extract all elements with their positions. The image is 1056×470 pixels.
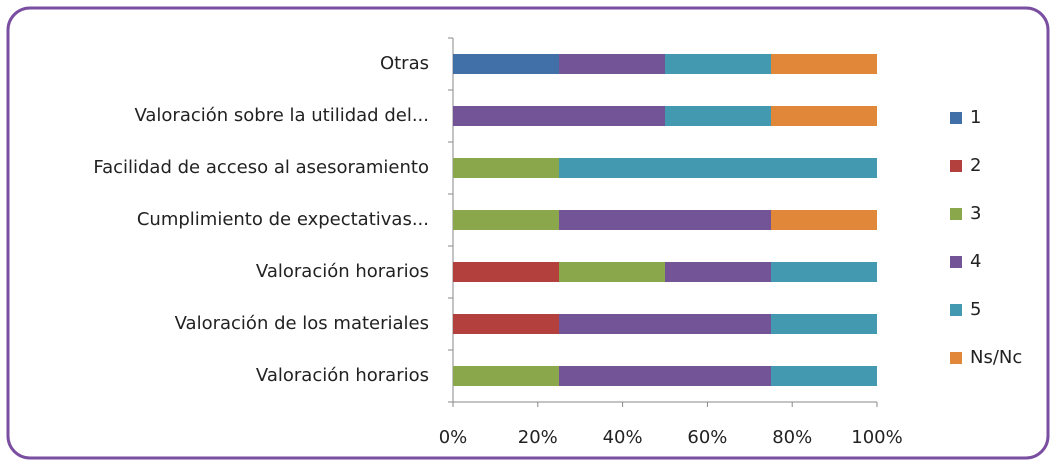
x-tick-label: 100% <box>851 427 902 448</box>
bar-segment <box>771 366 877 386</box>
legend-label: Ns/Nc <box>970 347 1022 368</box>
legend-swatch <box>950 352 962 364</box>
y-tick-label: Valoración de los materiales <box>175 313 429 334</box>
legend-swatch <box>950 208 962 220</box>
bar-segment <box>559 366 771 386</box>
bar-segment <box>453 210 559 230</box>
bar-segment <box>771 314 877 334</box>
legend-label: 5 <box>970 299 981 320</box>
x-tick-label: 0% <box>439 427 468 448</box>
legend-label: 2 <box>970 155 981 176</box>
legend-swatch <box>950 160 962 172</box>
bar-segment <box>771 106 877 126</box>
bar-segment <box>559 158 877 178</box>
y-tick-label: Cumplimiento de expectativas... <box>137 209 429 230</box>
x-tick-label: 80% <box>772 427 812 448</box>
bar-segment <box>665 54 771 74</box>
bar-segment <box>665 262 771 282</box>
bar-segment <box>453 54 559 74</box>
y-tick-label: Otras <box>380 53 429 74</box>
bar-segment <box>771 54 877 74</box>
legend-label: 4 <box>970 251 981 272</box>
legend-label: 3 <box>970 203 981 224</box>
y-tick-label: Facilidad de acceso al asesoramiento <box>93 157 429 178</box>
legend-label: 1 <box>970 107 981 128</box>
bar-segment <box>559 314 771 334</box>
bar-segment <box>453 106 665 126</box>
legend-swatch <box>950 304 962 316</box>
x-tick-label: 40% <box>603 427 643 448</box>
legend-swatch <box>950 112 962 124</box>
frame <box>6 6 1050 460</box>
x-tick-label: 20% <box>518 427 558 448</box>
bar-segment <box>771 210 877 230</box>
bar-segment <box>559 54 665 74</box>
bar-segment <box>453 158 559 178</box>
y-tick-label: Valoración sobre la utilidad del... <box>134 105 429 126</box>
bar-segment <box>453 366 559 386</box>
bar-segment <box>559 262 665 282</box>
bar-segment <box>453 262 559 282</box>
bar-segment <box>453 314 559 334</box>
y-tick-label: Valoración horarios <box>256 365 429 386</box>
legend-swatch <box>950 256 962 268</box>
y-tick-label: Valoración horarios <box>256 261 429 282</box>
bar-segment <box>771 262 877 282</box>
x-tick-label: 60% <box>687 427 727 448</box>
bar-segment <box>559 210 771 230</box>
bar-segment <box>665 106 771 126</box>
